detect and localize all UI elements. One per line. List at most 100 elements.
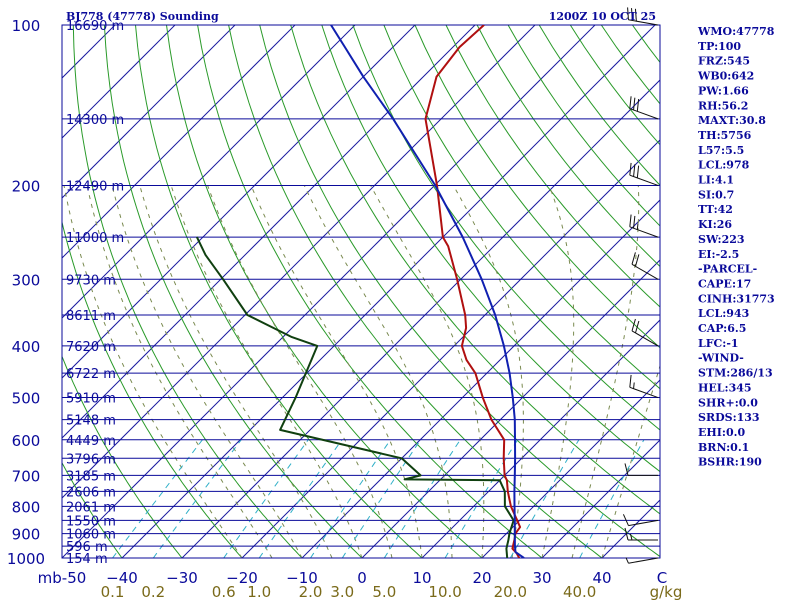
dry-adiabat-line	[62, 219, 243, 558]
mixing-ratio-line	[341, 439, 422, 558]
dry-adiabat-line	[103, 25, 363, 558]
isotherm-line	[62, 25, 176, 139]
wind-barb-flag	[624, 527, 629, 541]
mixing-ratio-line	[310, 439, 391, 558]
index-item: CAPE:17	[698, 277, 751, 290]
dry-adiabat-line	[166, 25, 483, 558]
temperature-tick-label: C	[657, 569, 667, 587]
moist-adiabat-line	[170, 185, 363, 558]
pressure-tick-label: 400	[12, 338, 41, 356]
temperature-tick-label: mb-50	[38, 569, 87, 587]
index-item: L57:5.5	[698, 144, 744, 157]
height-label: 154 m	[66, 552, 108, 567]
temperature-profile	[424, 25, 522, 558]
isotherm-line	[62, 25, 476, 439]
index-item: WMO:47778	[697, 25, 775, 38]
mixing-ratio-line	[383, 439, 461, 558]
isotherm-line	[62, 25, 596, 558]
height-label: 2061 m	[66, 500, 116, 515]
wind-barb	[625, 557, 659, 564]
pressure-tick-label: 700	[12, 467, 41, 485]
dry-adiabat-line	[228, 25, 603, 558]
index-item: RH:56.2	[698, 99, 748, 112]
temperature-tick-label: −40	[106, 569, 138, 587]
wind-barb-flag	[633, 97, 636, 111]
height-label: 5148 m	[66, 414, 116, 429]
height-label: 11000 m	[66, 231, 124, 246]
mixing-ratio-tick-label: 20.0	[494, 583, 527, 600]
isotherm-line	[121, 25, 656, 558]
dry-adiabat-line	[383, 25, 660, 390]
wind-barb-staff	[628, 557, 659, 564]
plot-frame	[61, 24, 661, 559]
dry-adiabat-line	[72, 25, 303, 558]
mixing-ratio-line	[223, 439, 309, 558]
height-label: 1060 m	[66, 528, 116, 543]
mixing-ratio-tick-label: 1.0	[247, 583, 271, 600]
wind-barb-flag	[629, 214, 632, 227]
height-label: 7620 m	[66, 340, 116, 355]
temperature-tick-label: −30	[166, 569, 198, 587]
index-item: PW:1.66	[698, 84, 749, 97]
index-item: SRDS:133	[698, 411, 760, 424]
wind-barb-flag	[636, 165, 640, 178]
index-item: -PARCEL-	[698, 263, 757, 276]
mixing-ratio-line	[258, 439, 343, 558]
wind-barb-staff	[631, 263, 659, 280]
isotherm-line	[241, 139, 660, 558]
wind-barb	[627, 7, 659, 26]
index-item: BSHR:190	[698, 456, 762, 469]
isotherm-line	[541, 439, 660, 558]
isotherm-line	[62, 25, 536, 499]
isotherm-line	[421, 319, 660, 558]
pressure-tick-label: 300	[12, 271, 41, 289]
dry-adiabat-line	[445, 25, 660, 308]
index-item: TH:5756	[698, 129, 752, 142]
temperature-tick-label: −10	[286, 569, 318, 587]
moist-adiabat-line	[86, 185, 273, 558]
index-item: TP:100	[698, 40, 741, 53]
wind-barb-staff	[629, 108, 659, 120]
pressure-tick-label: 500	[12, 390, 41, 408]
temperature-tick-label: 20	[472, 569, 491, 587]
index-item: SI:0.7	[698, 188, 734, 201]
wind-barb	[629, 374, 659, 399]
index-item: LI:4.1	[698, 174, 734, 187]
wind-barb-staff	[628, 519, 659, 527]
height-label: 3185 m	[66, 469, 116, 484]
wind-barb-staff	[628, 19, 659, 26]
wind-barb-flag	[624, 463, 629, 476]
index-item: SW:223	[698, 233, 745, 246]
wind-barb-flag	[636, 223, 639, 230]
pressure-tick-label: 600	[12, 432, 41, 450]
index-item: -WIND-	[698, 352, 744, 365]
wind-barb-flag	[635, 254, 640, 267]
wind-barb	[622, 514, 659, 527]
index-item: TT:42	[698, 203, 733, 216]
wind-barb-flag	[634, 8, 637, 22]
index-item: STM:286/13	[698, 367, 773, 380]
temperature-tick-label: 40	[592, 569, 611, 587]
dry-adiabat-line	[290, 25, 660, 515]
isotherm-line	[481, 379, 660, 558]
wind-barb-flag	[633, 382, 635, 389]
index-item: LCL:978	[698, 159, 750, 172]
wind-barb-flag	[631, 8, 633, 21]
dry-adiabat-line	[414, 25, 660, 349]
height-label: 3796 m	[66, 452, 116, 467]
wind-barb-staff	[629, 226, 659, 238]
height-label: 9730 m	[66, 273, 116, 288]
index-item: CAP:6.5	[698, 322, 746, 335]
height-label: 16690 m	[66, 19, 124, 34]
wind-barb	[629, 214, 659, 238]
wind-barb	[631, 252, 659, 280]
mixing-ratio-tick-label: 2.0	[299, 583, 323, 600]
height-label: 1550 m	[66, 514, 116, 529]
isobar-grid	[61, 24, 661, 559]
wind-barb	[624, 463, 658, 476]
height-label: 14300 m	[66, 113, 124, 128]
mixing-ratio-tick-label: 0.2	[141, 583, 165, 600]
height-label: 12490 m	[66, 179, 124, 194]
height-label: 4449 m	[66, 434, 116, 449]
